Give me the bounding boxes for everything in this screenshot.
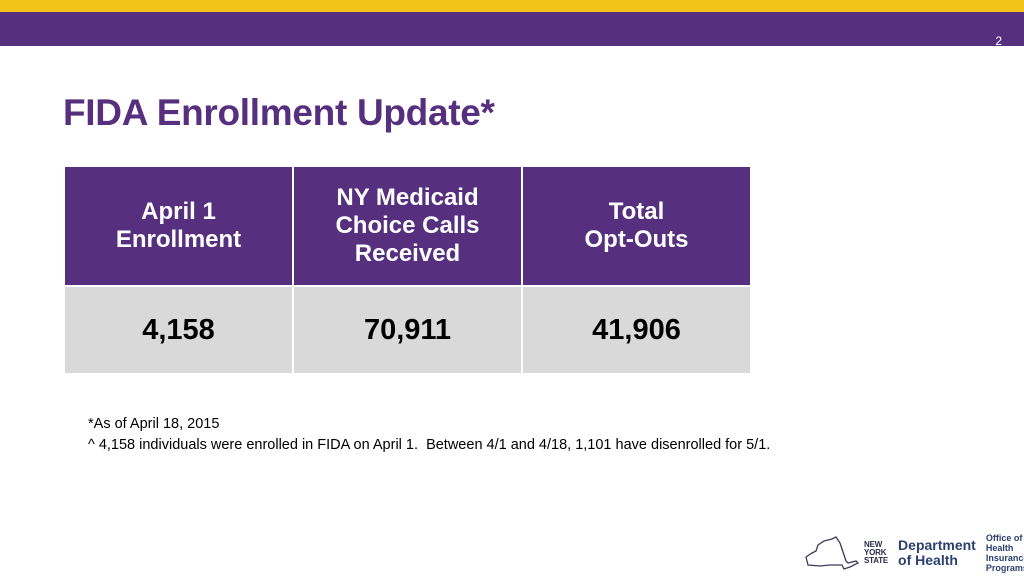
top-purple-banner: 2 [0,12,1024,48]
state-word: STATE [864,556,889,565]
header-total-opt-outs: Total Opt-Outs [521,165,752,287]
top-gold-stripe [0,0,1024,12]
value-total-opt-outs: 41,906 [521,285,752,375]
value-april-enrollment: 4,158 [63,285,294,375]
ny-state-wordmark: NEW YORK STATE [864,541,888,565]
header-choice-calls: NY Medicaid Choice Calls Received [292,165,523,287]
footnotes: *As of April 18, 2015 ^ 4,158 individual… [88,414,770,456]
table-header-row: April 1 Enrollment NY Medicaid Choice Ca… [63,165,752,287]
header-line: April 1 [141,198,216,225]
department-of-health-wordmark: Department of Health [898,538,976,568]
page-number: 2 [995,34,1002,48]
page-title: FIDA Enrollment Update* [63,92,495,133]
office-line: Health Insurance [985,543,1024,563]
state-word: NEW [864,540,883,549]
department-line: Department [898,537,976,553]
footnote-disenrolled: ^ 4,158 individuals were enrolled in FID… [88,437,771,453]
header-line: Choice Calls [335,212,480,239]
footnote-as-of: *As of April 18, 2015 [88,416,220,432]
office-line: Programs [985,563,1024,573]
department-line: of Health [898,552,958,568]
ohip-wordmark: Office of Health Insurance Programs [986,533,1024,573]
header-april-enrollment: April 1 Enrollment [63,165,294,287]
office-line: Office of [985,533,1023,543]
header-line: NY Medicaid [336,184,479,211]
header-line: Enrollment [115,226,242,253]
nys-doh-logo: NEW YORK STATE Department of Health Offi… [800,532,1024,574]
table-row: 4,158 70,911 41,906 [63,285,752,375]
ny-state-outline-icon [805,536,860,570]
enrollment-stats-table: April 1 Enrollment NY Medicaid Choice Ca… [63,165,752,375]
value-choice-calls: 70,911 [292,285,523,375]
header-line: Total [608,198,665,225]
state-word: YORK [864,548,887,557]
header-line: Opt-Outs [584,226,689,253]
header-line: Received [354,240,461,267]
